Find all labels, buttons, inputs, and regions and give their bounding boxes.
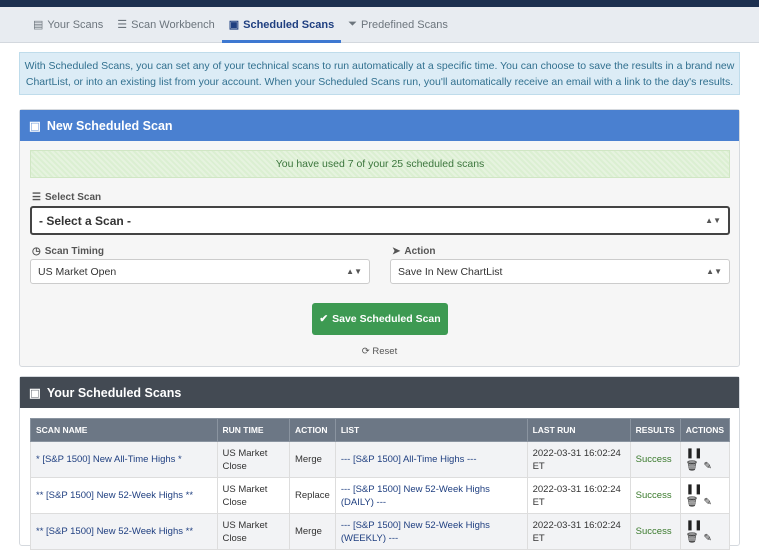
reset-link[interactable]: ⟳ Reset (361, 346, 398, 357)
sliders-icon: ☰ (117, 19, 128, 31)
table-row: ** [S&P 1500] New 52-Week Highs ** US Ma… (30, 477, 731, 514)
list-link[interactable]: --- [S&P 1500] New 52-Week Highs (DAILY)… (334, 477, 528, 514)
action: Merge (288, 513, 336, 550)
scan-name-link[interactable]: * [S&P 1500] New All-Time Highs * (30, 441, 218, 478)
list-link[interactable]: --- [S&P 1500] All-Time Highs --- (334, 441, 528, 478)
pause-icon[interactable]: ❚❚ (685, 483, 703, 495)
sliders-icon: ☰ (32, 192, 41, 203)
scan-timing-dropdown[interactable]: US Market Open ▲▼ (30, 259, 370, 284)
select-scan-dropdown[interactable]: - Select a Scan - ▲▼ (30, 206, 730, 235)
info-alert: With Scheduled Scans, you can set any of… (19, 52, 740, 95)
row-actions: ❚❚🗑 ✎ (679, 513, 731, 550)
result-status: Success (629, 477, 681, 514)
pencil-icon[interactable]: ✎ (703, 496, 712, 508)
tab-predefined-scans[interactable]: ⏷ Predefined Scans (348, 18, 448, 31)
usage-alert: You have used 7 of your 25 scheduled sca… (30, 150, 730, 178)
chevron-updown-icon: ▲▼ (706, 267, 722, 276)
scan-timing-label: ◷ Scan Timing (32, 246, 105, 257)
chevron-updown-icon: ▲▼ (705, 216, 721, 225)
column-header: RUN TIME (216, 418, 290, 442)
column-header: SCAN NAME (30, 418, 218, 442)
refresh-icon: ⟳ (361, 346, 370, 357)
select-scan-label: ☰ Select Scan (32, 192, 102, 203)
panel-header: ▣ Your Scheduled Scans (20, 377, 739, 408)
top-bar (0, 0, 759, 7)
new-scheduled-scan-panel: ▣ New Scheduled Scan You have used 7 of y… (19, 109, 740, 367)
result-status: Success (629, 513, 681, 550)
run-time: US Market Close (216, 441, 290, 478)
save-scheduled-scan-button[interactable]: ✔ Save Scheduled Scan (312, 303, 448, 335)
list-icon: ▤ (33, 19, 44, 31)
action-dropdown[interactable]: Save In New ChartList ▲▼ (390, 259, 730, 284)
scan-name-link[interactable]: ** [S&P 1500] New 52-Week Highs ** (30, 477, 218, 514)
your-scheduled-scans-panel: ▣ Your Scheduled Scans SCAN NAME RUN TIME… (19, 376, 740, 550)
result-status: Success (629, 441, 681, 478)
action: Merge (288, 441, 336, 478)
pencil-icon[interactable]: ✎ (703, 460, 712, 472)
last-run: 2022-03-31 16:02:24 ET (526, 441, 631, 478)
trash-icon[interactable]: 🗑 (685, 460, 699, 472)
paper-plane-icon: ➤ (392, 246, 401, 257)
column-header: RESULTS (629, 418, 681, 442)
table-row: ** [S&P 1500] New 52-Week Highs ** US Ma… (30, 513, 731, 550)
pencil-icon[interactable]: ✎ (703, 532, 712, 544)
last-run: 2022-03-31 16:02:24 ET (526, 477, 631, 514)
check-circle-icon: ✔ (319, 313, 329, 325)
pause-icon[interactable]: ❚❚ (685, 519, 703, 531)
column-header: ACTIONS (679, 418, 731, 442)
column-header: LIST (334, 418, 528, 442)
pause-icon[interactable]: ❚❚ (685, 447, 703, 459)
run-time: US Market Close (216, 513, 290, 550)
table-row: * [S&P 1500] New All-Time Highs * US Mar… (30, 441, 731, 478)
column-header: LAST RUN (526, 418, 631, 442)
calendar-check-icon: ▣ (228, 19, 240, 31)
run-time: US Market Close (216, 477, 290, 514)
chevron-updown-icon: ▲▼ (346, 267, 362, 276)
row-actions: ❚❚🗑 ✎ (679, 441, 731, 478)
filter-icon: ⏷ (348, 18, 358, 30)
calendar-plus-icon: ▣ (29, 119, 41, 133)
trash-icon[interactable]: 🗑 (685, 496, 699, 508)
scan-name-link[interactable]: ** [S&P 1500] New 52-Week Highs ** (30, 513, 218, 550)
tab-scheduled-scans[interactable]: ▣ Scheduled Scans (221, 7, 342, 43)
row-actions: ❚❚🗑 ✎ (679, 477, 731, 514)
action: Replace (288, 477, 336, 514)
panel-header: ▣ New Scheduled Scan (20, 110, 739, 141)
tab-scan-workbench[interactable]: ☰ Scan Workbench (117, 18, 215, 32)
action-label: ➤ Action (392, 246, 436, 257)
trash-icon[interactable]: 🗑 (685, 532, 699, 544)
calendar-check-icon: ▣ (29, 386, 41, 400)
last-run: 2022-03-31 16:02:24 ET (526, 513, 631, 550)
clock-icon: ◷ (32, 246, 41, 257)
list-link[interactable]: --- [S&P 1500] New 52-Week Highs (WEEKLY… (334, 513, 528, 550)
column-header: ACTION (288, 418, 336, 442)
tab-your-scans[interactable]: ▤ Your Scans (33, 18, 104, 32)
scheduled-scans-table: SCAN NAME RUN TIME ACTION LIST LAST RUN … (30, 418, 731, 550)
tab-bar: ▤ Your Scans ☰ Scan Workbench ▣ Scheduled S… (0, 7, 759, 43)
